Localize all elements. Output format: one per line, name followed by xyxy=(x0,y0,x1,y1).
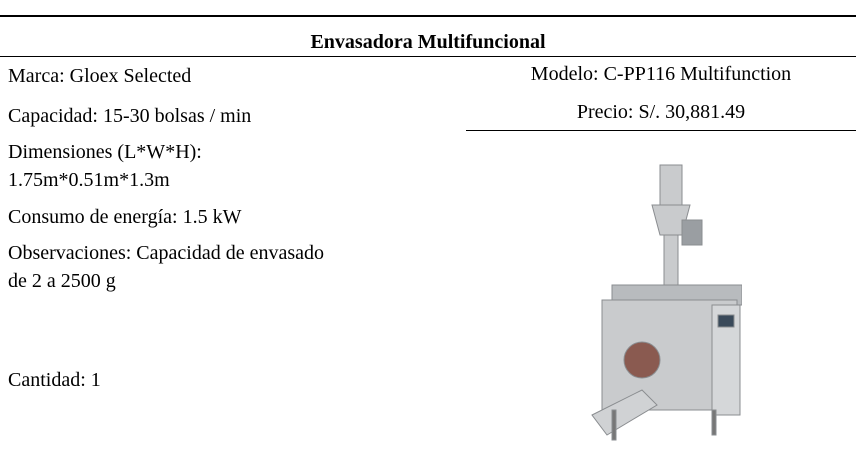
title-rule xyxy=(0,56,856,57)
field: Capacidad: 15-30 bolsas / min xyxy=(8,105,252,127)
machine-image xyxy=(591,164,742,441)
field: 1.75m*0.51m*1.3m xyxy=(8,169,170,191)
field: de 2 a 2500 g xyxy=(8,270,116,292)
field: Precio: S/. 30,881.49 xyxy=(576,101,746,123)
price-rule xyxy=(466,130,856,131)
top-rule xyxy=(0,15,856,17)
title: Envasadora Multifuncional xyxy=(310,31,546,53)
field: Dimensiones (L*W*H): xyxy=(8,141,202,163)
field: Observaciones: Capacidad de envasado xyxy=(8,242,324,264)
field: Marca: Gloex Selected xyxy=(8,65,192,87)
field: Modelo: C-PP116 Multifunction xyxy=(530,63,792,85)
field: Consumo de energía: 1.5 kW xyxy=(8,206,242,228)
field: Cantidad: 1 xyxy=(8,369,101,391)
